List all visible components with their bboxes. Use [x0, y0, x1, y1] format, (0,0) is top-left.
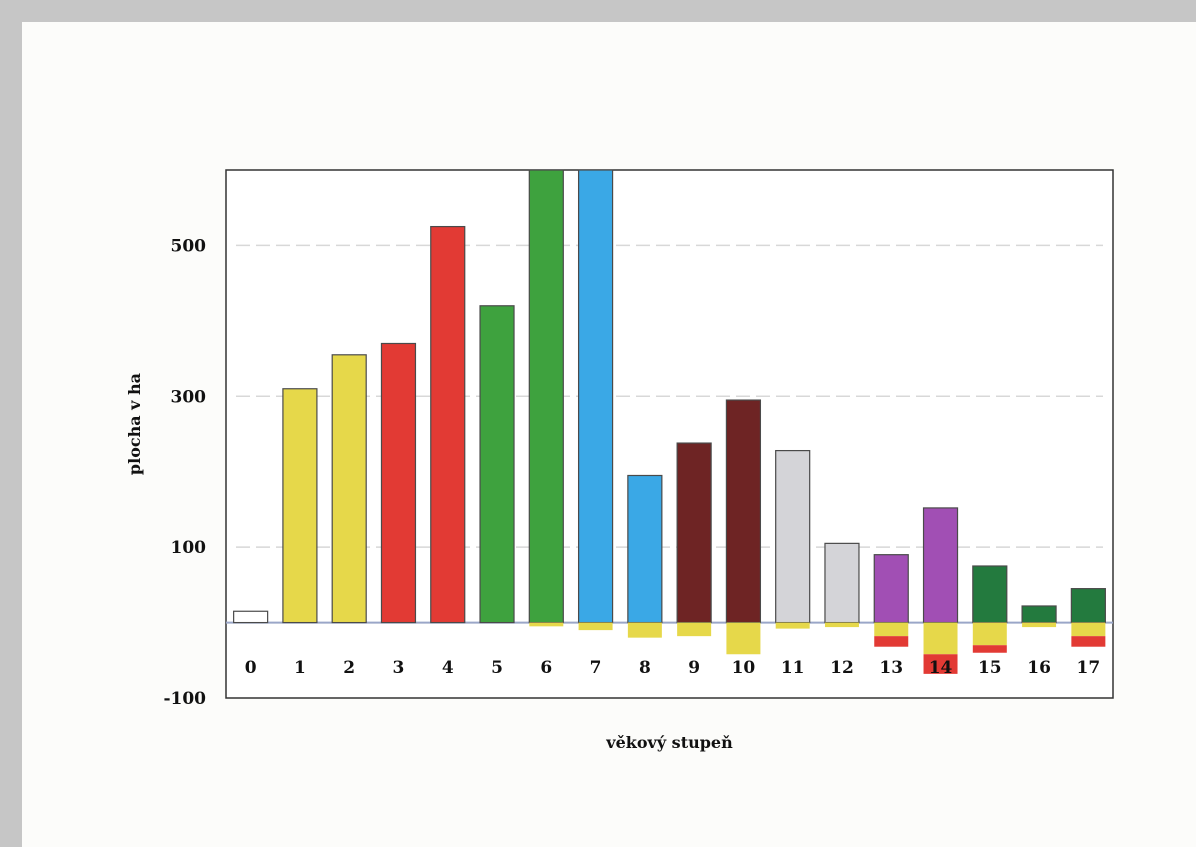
x-tick-label: 3 [393, 658, 405, 678]
bar-16 [1021, 605, 1057, 624]
negative-bar-11-0 [775, 622, 810, 629]
negative-bar-17-0 [1071, 622, 1106, 637]
bar-6 [528, 169, 564, 624]
y-tick-label: 100 [171, 538, 207, 558]
bars [233, 169, 1106, 674]
bar-17 [1070, 588, 1106, 624]
x-tick-label: 14 [929, 658, 953, 678]
bar-12 [824, 542, 860, 624]
bar-4 [430, 225, 466, 624]
negative-bar-10-0 [726, 622, 761, 655]
x-tick-label: 13 [879, 658, 903, 678]
x-tick-label: 12 [830, 658, 854, 678]
negative-bar-15-1 [972, 645, 1007, 653]
negative-bar-15-0 [972, 622, 1007, 646]
x-tick-label: 9 [688, 658, 700, 678]
gridlines [226, 244, 1113, 624]
x-tick-label: 16 [1027, 658, 1051, 678]
bar-11 [775, 449, 811, 624]
bar-1 [282, 388, 318, 624]
x-tick-label: 15 [978, 658, 1002, 678]
x-tick-label: 5 [491, 658, 503, 678]
bar-2 [331, 354, 367, 624]
negative-bar-13-0 [874, 622, 909, 637]
x-tick-labels: 0 1 2 3 4 5 6 7 8 9 10 11 12 13 14 15 16 17 [245, 658, 1100, 678]
x-tick-label: 8 [639, 658, 651, 678]
bar-9 [676, 442, 712, 624]
bar-8 [627, 474, 663, 624]
x-tick-label: 11 [781, 658, 805, 678]
negative-bar-8-0 [627, 622, 662, 638]
x-tick-label: 6 [540, 658, 552, 678]
x-tick-label: 4 [442, 658, 454, 678]
y-tick-labels: 500 300 100 -100 [163, 236, 206, 709]
x-tick-label: 7 [590, 658, 602, 678]
x-tick-label: 0 [245, 658, 257, 678]
y-tick-label: -100 [163, 689, 206, 709]
negative-bar-14-0 [923, 622, 958, 655]
negative-bar-13-1 [874, 636, 909, 647]
bar-13 [873, 554, 909, 624]
bar-7 [577, 169, 614, 624]
plot-area [225, 169, 1114, 699]
x-tick-label: 2 [343, 658, 355, 678]
bar-10 [725, 399, 762, 624]
negative-bar-17-1 [1071, 636, 1106, 647]
x-tick-label: 17 [1077, 658, 1101, 678]
bar-3 [380, 342, 417, 624]
y-tick-label: 500 [171, 236, 207, 256]
x-tick-label: 1 [294, 658, 306, 678]
bar-15 [972, 565, 1008, 624]
bar-0 [233, 610, 269, 624]
negative-bar-6-0 [529, 622, 564, 627]
bar-14 [922, 507, 959, 624]
negative-bar-12-0 [824, 622, 859, 628]
y-tick-label: 300 [171, 387, 207, 407]
negative-bar-7-0 [578, 622, 613, 631]
negative-bar-16-0 [1022, 622, 1057, 628]
y-axis-title: plocha v ha [125, 373, 144, 475]
negative-bar-14-1 [923, 654, 958, 674]
bar-5 [479, 305, 515, 624]
negative-bar-9-0 [677, 622, 712, 637]
x-tick-label: 10 [732, 658, 756, 678]
x-axis-title: věkový stupeň [605, 733, 733, 752]
